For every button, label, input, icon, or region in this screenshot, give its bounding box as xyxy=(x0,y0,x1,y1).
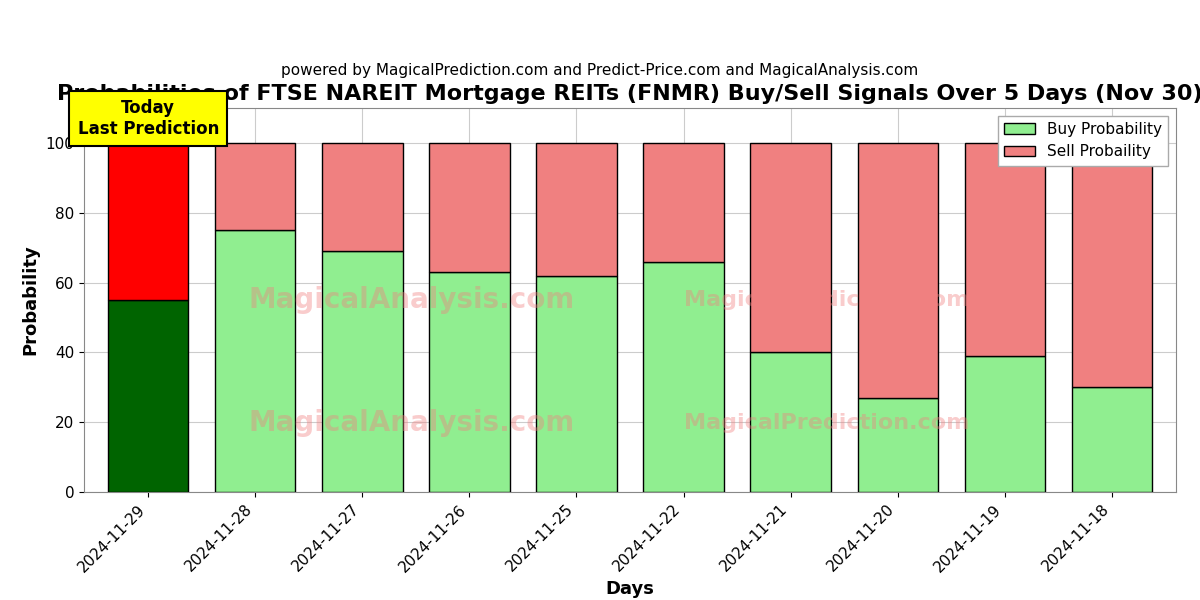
Text: MagicalAnalysis.com: MagicalAnalysis.com xyxy=(248,409,575,437)
Bar xyxy=(750,143,830,352)
Text: powered by MagicalPrediction.com and Predict-Price.com and MagicalAnalysis.com: powered by MagicalPrediction.com and Pre… xyxy=(281,63,919,78)
Bar xyxy=(215,230,295,492)
Text: Today
Last Prediction: Today Last Prediction xyxy=(78,99,218,138)
Bar xyxy=(1072,387,1152,492)
Bar xyxy=(536,143,617,275)
Bar xyxy=(536,275,617,492)
Bar xyxy=(965,356,1045,492)
Text: MagicalPrediction.com: MagicalPrediction.com xyxy=(684,290,970,310)
Legend: Buy Probability, Sell Probaility: Buy Probability, Sell Probaility xyxy=(998,116,1169,166)
Bar xyxy=(1072,143,1152,387)
Y-axis label: Probability: Probability xyxy=(22,245,40,355)
Bar xyxy=(750,352,830,492)
Bar xyxy=(965,143,1045,356)
Bar xyxy=(108,143,188,300)
Bar xyxy=(858,143,937,398)
Text: MagicalPrediction.com: MagicalPrediction.com xyxy=(684,413,970,433)
Bar xyxy=(430,272,510,492)
X-axis label: Days: Days xyxy=(606,580,654,598)
Bar xyxy=(108,300,188,492)
Text: MagicalAnalysis.com: MagicalAnalysis.com xyxy=(248,286,575,314)
Bar xyxy=(430,143,510,272)
Bar xyxy=(323,143,402,251)
Bar xyxy=(323,251,402,492)
Bar xyxy=(215,143,295,230)
Bar xyxy=(858,398,937,492)
Bar xyxy=(643,143,724,262)
Title: Probabilities of FTSE NAREIT Mortgage REITs (FNMR) Buy/Sell Signals Over 5 Days : Probabilities of FTSE NAREIT Mortgage RE… xyxy=(58,83,1200,104)
Bar xyxy=(643,262,724,492)
